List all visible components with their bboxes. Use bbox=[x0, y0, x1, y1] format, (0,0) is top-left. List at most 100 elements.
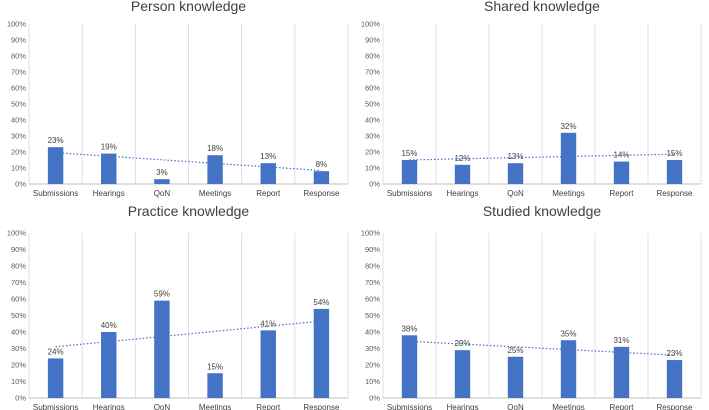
chart2-category-label: Meetings bbox=[199, 403, 231, 410]
chart2-data-label: 54% bbox=[313, 298, 329, 307]
chart2-y-tick-label: 80% bbox=[11, 262, 26, 271]
chart1-data-label: 15% bbox=[666, 149, 682, 158]
chart2-data-label: 59% bbox=[154, 290, 170, 299]
chart2-y-tick-label: 40% bbox=[11, 328, 26, 337]
chart0-category-label: Submissions bbox=[33, 189, 78, 198]
chart2-bar-report bbox=[260, 330, 276, 398]
chart2-bar-meetings bbox=[207, 373, 223, 398]
chart2-data-label: 24% bbox=[48, 347, 64, 356]
chart3-y-tick-label: 60% bbox=[365, 295, 380, 304]
chart0-bar-qon bbox=[154, 179, 170, 184]
chart3-bar-report bbox=[613, 346, 630, 398]
chart0-y-tick-label: 0% bbox=[15, 180, 26, 189]
chart2-y-tick-label: 70% bbox=[11, 278, 26, 287]
chart1-y-tick-label: 70% bbox=[365, 68, 380, 77]
chart0-bar-hearings bbox=[101, 153, 117, 184]
chart3-bar-meetings bbox=[560, 340, 577, 398]
chart1-bar-qon bbox=[507, 163, 524, 184]
chart0-y-tick-label: 80% bbox=[11, 52, 26, 61]
chart3-y-tick-label: 10% bbox=[365, 377, 380, 386]
chart3-category-label: Report bbox=[609, 403, 634, 410]
chart0-bar-response bbox=[313, 171, 330, 184]
chart3-y-tick-label: 70% bbox=[365, 278, 380, 287]
chart1-bar-response bbox=[666, 160, 683, 184]
chart-panel-practice-knowledge: Practice knowledge 0% 10% 20% 30% 40% 50% 60% 70… bbox=[0, 205, 354, 410]
chart2-bar-qon bbox=[154, 300, 170, 398]
chart2-category-label: Response bbox=[303, 403, 340, 410]
chart0-trendline bbox=[55, 152, 322, 172]
chart2-y-tick-label: 90% bbox=[11, 245, 26, 254]
chart1-data-label: 32% bbox=[560, 122, 576, 131]
chart3-y-tick-label: 40% bbox=[365, 328, 380, 337]
chart2-data-label: 15% bbox=[207, 362, 223, 371]
chart3-y-tick-label: 30% bbox=[365, 344, 380, 353]
chart3-trendline bbox=[409, 340, 675, 356]
chart1-category-label: Meetings bbox=[552, 189, 584, 198]
chart0-data-label: 23% bbox=[48, 136, 64, 145]
chart3-data-label: 38% bbox=[401, 324, 417, 333]
chart3-data-label: 31% bbox=[613, 336, 629, 345]
chart2-data-label: 41% bbox=[260, 319, 276, 328]
chart-svg-person-knowledge: Person knowledge 0% 10% 20% 30% 40% 50% 60% 70% 8… bbox=[7, 0, 349, 198]
chart3-category-label: Hearings bbox=[446, 403, 478, 410]
chart-panel-person-knowledge: Person knowledge 0% 10% 20% 30% 40% 50% 60% 70% 8… bbox=[0, 0, 354, 205]
chart3-title: Studied knowledge bbox=[483, 205, 602, 219]
chart2-y-tick-label: 30% bbox=[11, 344, 26, 353]
chart-svg-studied-knowledge: Studied knowledge 0% 10% 20% 30% 40% 50% 60% 70%… bbox=[361, 205, 702, 410]
chart3-y-tick-label: 20% bbox=[365, 361, 380, 370]
chart0-data-label: 19% bbox=[101, 143, 117, 152]
chart3-data-label: 35% bbox=[560, 329, 576, 338]
chart2-category-label: Hearings bbox=[93, 403, 125, 410]
chart3-bar-submissions bbox=[401, 335, 418, 398]
chart1-y-tick-label: 0% bbox=[369, 180, 380, 189]
chart1-y-tick-label: 10% bbox=[365, 164, 380, 173]
chart1-bar-hearings bbox=[454, 164, 471, 184]
chart0-data-label: 18% bbox=[207, 144, 223, 153]
chart1-category-label: Submissions bbox=[387, 189, 432, 198]
chart1-y-tick-label: 60% bbox=[365, 84, 380, 93]
chart2-y-tick-label: 20% bbox=[11, 361, 26, 370]
chart1-category-label: Response bbox=[656, 189, 693, 198]
chart0-data-label: 13% bbox=[260, 152, 276, 161]
chart2-bar-submissions bbox=[47, 358, 64, 398]
chart1-y-tick-label: 100% bbox=[361, 20, 381, 29]
chart1-category-label: QoN bbox=[507, 189, 524, 198]
chart3-y-tick-label: 0% bbox=[369, 394, 380, 403]
chart2-y-tick-label: 100% bbox=[7, 229, 27, 238]
chart1-category-label: Hearings bbox=[446, 189, 478, 198]
chart-panel-studied-knowledge: Studied knowledge 0% 10% 20% 30% 40% 50% 60% 70%… bbox=[355, 205, 709, 410]
chart2-y-tick-label: 10% bbox=[11, 377, 26, 386]
chart1-y-tick-label: 90% bbox=[365, 36, 380, 45]
chart0-title: Person knowledge bbox=[131, 0, 246, 14]
chart2-category-label: Report bbox=[256, 403, 281, 410]
chart0-y-tick-label: 90% bbox=[11, 36, 26, 45]
chart-panel-shared-knowledge: Shared knowledge 0% 10% 20% 30% 40% 50% 60% 70% 8… bbox=[355, 0, 709, 205]
chart0-y-tick-label: 100% bbox=[7, 20, 27, 29]
chart1-data-label: 14% bbox=[613, 151, 629, 160]
chart1-category-label: Report bbox=[609, 189, 634, 198]
chart0-bar-submissions bbox=[47, 147, 64, 184]
chart3-bar-hearings bbox=[454, 350, 471, 398]
chart3-category-label: Submissions bbox=[387, 403, 432, 410]
chart1-bar-submissions bbox=[401, 160, 418, 184]
chart3-y-tick-label: 80% bbox=[365, 262, 380, 271]
chart0-y-tick-label: 20% bbox=[11, 148, 26, 157]
chart2-y-tick-label: 60% bbox=[11, 295, 26, 304]
chart3-bar-response bbox=[666, 360, 683, 398]
chart3-category-label: Response bbox=[656, 403, 693, 410]
chart3-bar-qon bbox=[507, 356, 524, 398]
chart0-bar-meetings bbox=[207, 155, 223, 184]
chart1-trendline bbox=[409, 153, 675, 161]
chart1-y-tick-label: 40% bbox=[365, 116, 380, 125]
chart0-y-tick-label: 30% bbox=[11, 132, 26, 141]
chart0-category-label: Report bbox=[256, 189, 281, 198]
chart3-y-tick-label: 100% bbox=[361, 229, 381, 238]
chart3-category-label: QoN bbox=[507, 403, 524, 410]
chart-svg-shared-knowledge: Shared knowledge 0% 10% 20% 30% 40% 50% 60% 70% 8… bbox=[361, 0, 702, 198]
chart3-data-label: 23% bbox=[666, 349, 682, 358]
chart1-bar-report bbox=[613, 161, 630, 184]
chart0-data-label: 3% bbox=[156, 168, 168, 177]
chart1-y-tick-label: 50% bbox=[365, 100, 380, 109]
chart2-category-label: QoN bbox=[154, 403, 171, 410]
chart0-y-tick-label: 40% bbox=[11, 116, 26, 125]
